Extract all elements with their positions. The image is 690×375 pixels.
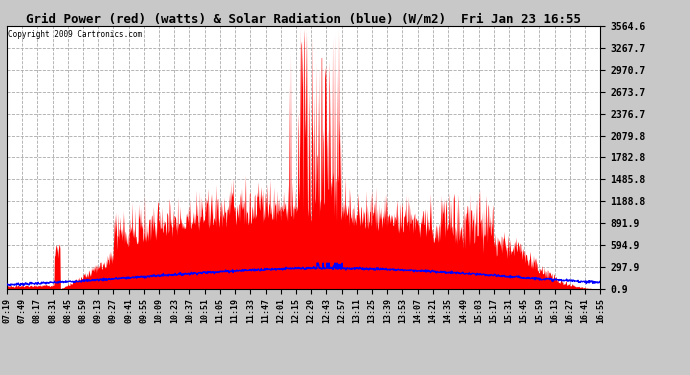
Text: Copyright 2009 Cartronics.com: Copyright 2009 Cartronics.com: [8, 30, 142, 39]
Title: Grid Power (red) (watts) & Solar Radiation (blue) (W/m2)  Fri Jan 23 16:55: Grid Power (red) (watts) & Solar Radiati…: [26, 12, 581, 25]
